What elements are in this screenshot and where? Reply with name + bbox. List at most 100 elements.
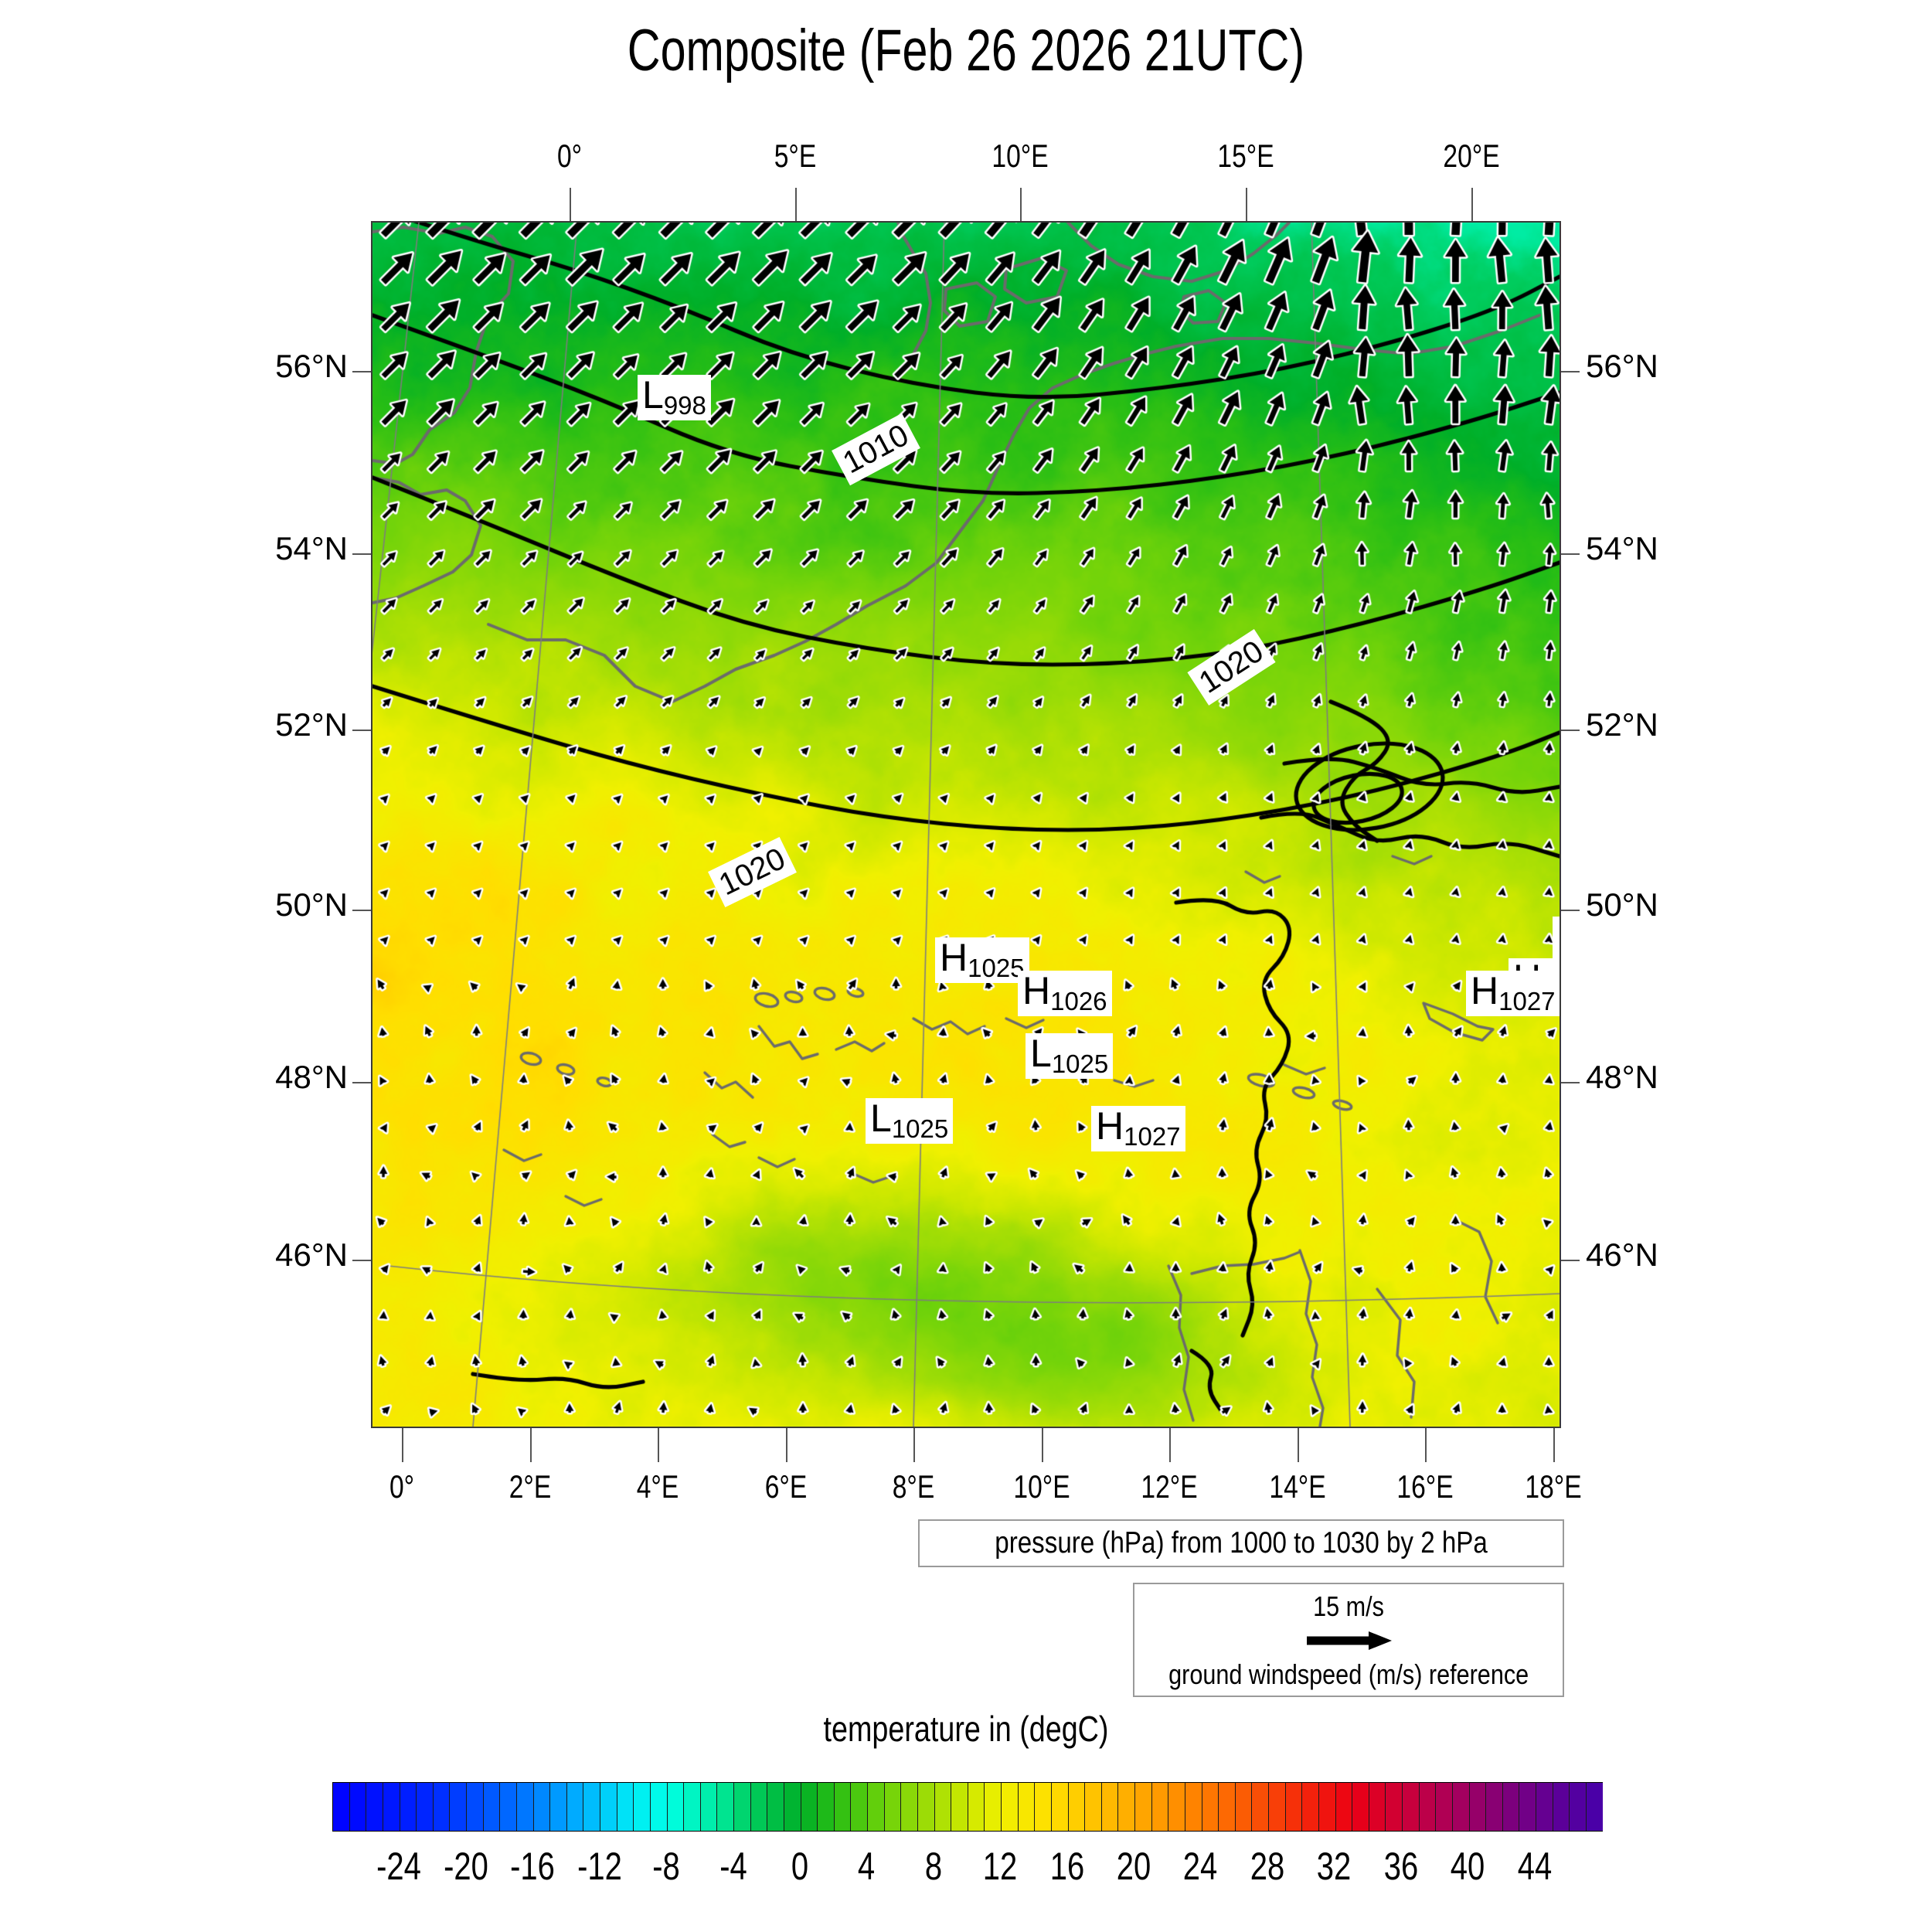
colorbar-cell bbox=[1151, 1783, 1169, 1831]
colorbar-cell bbox=[884, 1783, 902, 1831]
pressure-extremum-value: 1025 bbox=[1051, 1049, 1109, 1078]
colorbar-cell bbox=[684, 1783, 701, 1831]
pressure-extremum-kind: H bbox=[1022, 969, 1051, 1012]
colorbar-tick-labels: -24 -20 -16 -12 -8 -4 0 4 8 12 16 20 24 28 32 36 40 44 bbox=[332, 1844, 1601, 1890]
colorbar-label-0: -24 bbox=[376, 1845, 422, 1888]
colorbar-cell bbox=[483, 1783, 501, 1831]
colorbar-cell bbox=[667, 1783, 685, 1831]
colorbar-cell bbox=[433, 1783, 451, 1831]
colorbar-cell bbox=[985, 1783, 1002, 1831]
page-title: Composite (Feb 26 2026 21UTC) bbox=[627, 18, 1305, 83]
colorbar-cell bbox=[1002, 1783, 1019, 1831]
colorbar-cell bbox=[917, 1783, 935, 1831]
wind-reference-caption: ground windspeed (m/s) reference bbox=[1168, 1658, 1529, 1690]
colorbar-cell bbox=[1168, 1783, 1185, 1831]
colorbar-cell bbox=[1335, 1783, 1353, 1831]
right-tick-2: 52°N bbox=[1586, 706, 1658, 743]
left-tickmark-5 bbox=[352, 1260, 372, 1261]
colorbar-cell bbox=[750, 1783, 768, 1831]
colorbar-cell bbox=[533, 1783, 551, 1831]
colorbar-cell bbox=[1068, 1783, 1086, 1831]
top-tick-1: 5°E bbox=[774, 138, 817, 174]
top-tick-2: 10°E bbox=[992, 138, 1049, 174]
colorbar-cell bbox=[650, 1783, 668, 1831]
bottom-tickmark-6 bbox=[1169, 1428, 1171, 1462]
colorbar-cell bbox=[1486, 1783, 1503, 1831]
pressure-extremum-value: 1026 bbox=[1050, 987, 1107, 1015]
right-tickmark-2 bbox=[1560, 730, 1580, 731]
colorbar-cell bbox=[717, 1783, 734, 1831]
colorbar-title-label: temperature in (degC) bbox=[823, 1709, 1109, 1749]
pressure-extremum-value: 1027 bbox=[1498, 987, 1556, 1015]
right-tick-1: 54°N bbox=[1586, 530, 1658, 566]
colorbar-cell bbox=[1386, 1783, 1403, 1831]
colorbar-cell bbox=[550, 1783, 567, 1831]
colorbar-cell bbox=[1135, 1783, 1152, 1831]
colorbar-cell bbox=[834, 1783, 852, 1831]
colorbar-cell bbox=[1352, 1783, 1369, 1831]
colorbar-cell bbox=[516, 1783, 534, 1831]
left-tick-4: 48°N bbox=[275, 1059, 348, 1095]
wind-reference-arrow-icon bbox=[1302, 1630, 1395, 1651]
pressure-extremum-marker: L1025 bbox=[866, 1097, 954, 1144]
bottom-tick-6: 12°E bbox=[1141, 1468, 1198, 1505]
pressure-extremum-kind: H bbox=[1471, 969, 1499, 1012]
bottom-tick-7: 14°E bbox=[1269, 1468, 1326, 1505]
top-tickmark-0 bbox=[570, 188, 571, 222]
colorbar-label-2: -16 bbox=[510, 1845, 556, 1888]
colorbar-cell bbox=[767, 1783, 784, 1831]
bottom-tickmark-5 bbox=[1042, 1428, 1043, 1462]
right-tickmark-4 bbox=[1560, 1082, 1580, 1083]
colorbar-cell bbox=[1269, 1783, 1286, 1831]
colorbar-cell bbox=[1252, 1783, 1269, 1831]
pressure-legend-label: pressure (hPa) from 1000 to 1030 by 2 hP… bbox=[995, 1526, 1488, 1560]
top-tick-0: 0° bbox=[556, 138, 583, 174]
colorbar-label-4: -8 bbox=[652, 1845, 680, 1888]
colorbar-cell bbox=[1302, 1783, 1319, 1831]
pressure-extremum-marker: H1027 bbox=[1091, 1106, 1185, 1151]
pressure-extremum-marker: H1026 bbox=[1018, 971, 1112, 1016]
pressure-extremum-marker: L1025 bbox=[1026, 1033, 1114, 1079]
bottom-tickmark-3 bbox=[786, 1428, 787, 1462]
colorbar-cell bbox=[1285, 1783, 1303, 1831]
right-tickmark-0 bbox=[1560, 371, 1580, 372]
pressure-extremum-value: 1025 bbox=[891, 1114, 949, 1143]
colorbar-cell bbox=[366, 1783, 383, 1831]
left-tickmark-4 bbox=[352, 1082, 372, 1083]
colorbar-cell bbox=[1051, 1783, 1069, 1831]
colorbar-cell bbox=[700, 1783, 718, 1831]
left-tickmark-0 bbox=[352, 371, 372, 372]
colorbar-label-15: 36 bbox=[1383, 1845, 1418, 1888]
wind-reference-legend: 15 m/s ground windspeed (m/s) reference bbox=[1133, 1583, 1564, 1697]
colorbar-cell bbox=[500, 1783, 517, 1831]
bottom-tick-8: 16°E bbox=[1396, 1468, 1454, 1505]
bottom-tick-5: 10°E bbox=[1013, 1468, 1070, 1505]
colorbar-cell bbox=[1202, 1783, 1219, 1831]
colorbar-cell bbox=[333, 1783, 350, 1831]
pressure-extremum-marker: H1025 bbox=[935, 937, 1029, 983]
colorbar-label-1: -20 bbox=[443, 1845, 488, 1888]
left-tick-5: 46°N bbox=[275, 1236, 348, 1273]
pressure-legend: pressure (hPa) from 1000 to 1030 by 2 hP… bbox=[918, 1519, 1564, 1567]
colorbar-cell bbox=[450, 1783, 467, 1831]
map-panel[interactable]: 101010201020L998L1023L1028H1026H1025L102… bbox=[371, 221, 1561, 1428]
colorbar[interactable] bbox=[332, 1782, 1603, 1832]
bottom-tickmark-0 bbox=[402, 1428, 403, 1462]
colorbar-label-12: 24 bbox=[1183, 1845, 1218, 1888]
left-tickmark-2 bbox=[352, 730, 372, 731]
top-tick-4: 20°E bbox=[1443, 138, 1500, 174]
left-tick-0: 56°N bbox=[275, 348, 348, 384]
colorbar-label-16: 40 bbox=[1450, 1845, 1485, 1888]
left-tick-3: 50°N bbox=[275, 886, 348, 923]
colorbar-cell bbox=[1118, 1783, 1135, 1831]
right-tickmark-1 bbox=[1560, 553, 1580, 555]
colorbar-cell bbox=[801, 1783, 818, 1831]
colorbar-label-11: 20 bbox=[1116, 1845, 1151, 1888]
bottom-tick-0: 0° bbox=[389, 1468, 415, 1505]
pressure-extremum-kind: L bbox=[870, 1097, 892, 1140]
colorbar-cell bbox=[934, 1783, 952, 1831]
left-tickmark-1 bbox=[352, 553, 372, 555]
pressure-extremum-kind: H bbox=[1096, 1104, 1124, 1148]
colorbar-cell bbox=[1570, 1783, 1587, 1831]
colorbar-cell bbox=[1085, 1783, 1102, 1831]
